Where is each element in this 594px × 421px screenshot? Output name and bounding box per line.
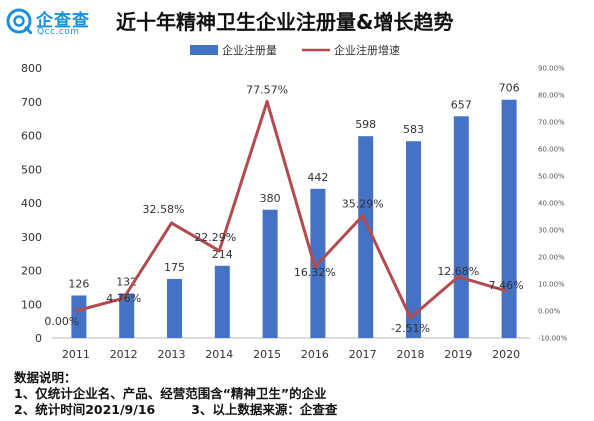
x-tick-label: 2011 (62, 348, 90, 361)
y-left-tick-label: 800 (21, 62, 42, 75)
notes-line-1: 1、仅统计企业名、产品、经营范围含“精神卫生”的企业 (14, 386, 327, 401)
y-right-tick-label: 20.00% (538, 254, 565, 262)
bar-data-label: 657 (451, 98, 472, 111)
y-left-tick-label: 400 (21, 197, 42, 210)
bar-data-label: 175 (164, 261, 185, 274)
x-tick-label: 2015 (253, 348, 281, 361)
growth-point (409, 316, 412, 320)
growth-point (217, 249, 221, 253)
y-right-tick-label: 70.00% (538, 119, 565, 127)
growth-data-label: 7.46% (489, 279, 524, 292)
y-right-tick-label: 50.00% (538, 173, 565, 181)
growth-data-label: 4.76% (106, 292, 141, 305)
brand-mark-icon (6, 8, 32, 34)
y-left-tick-label: 300 (21, 231, 42, 244)
legend-label-line: 企业注册增速 (334, 43, 400, 57)
brand-name: 企查查 (36, 11, 90, 31)
y-right-tick-label: 80.00% (538, 92, 565, 100)
y-left-tick-label: 200 (21, 265, 42, 278)
bar (501, 99, 517, 338)
growth-data-label: 16.32% (294, 266, 336, 279)
notes-heading: 数据说明： (14, 370, 77, 385)
y-right-tick-label: 30.00% (538, 227, 565, 235)
y-left-tick-label: 100 (21, 298, 42, 311)
growth-point (170, 221, 173, 225)
growth-point (74, 309, 78, 313)
growth-point (122, 296, 126, 300)
y-right-tick-label: 10.00% (538, 281, 565, 289)
bar-data-label: 442 (307, 171, 328, 184)
x-tick-label: 2018 (397, 348, 425, 361)
x-tick-label: 2020 (492, 348, 520, 361)
y-right-tick-label: 0.00% (538, 308, 561, 316)
bar (358, 136, 374, 338)
growth-data-label: 32.58% (143, 203, 185, 216)
notes-line-2a: 2、统计时间2021/9/16 (14, 402, 156, 417)
growth-point (313, 265, 317, 269)
growth-point (361, 214, 365, 218)
bar (214, 265, 230, 338)
bar (406, 141, 421, 338)
brand-logo: 企查查 Qcc.com (6, 6, 110, 40)
x-tick-label: 2016 (301, 348, 329, 361)
y-left-tick-label: 700 (21, 96, 42, 109)
growth-data-label: 77.57% (246, 84, 288, 97)
x-tick-label: 2013 (158, 348, 186, 361)
chart: 企业注册量 企业注册增速 0 100 200 300 400 500 600 700 800 -10.… (21, 43, 568, 361)
growth-data-label: 0.00% (44, 315, 79, 328)
y-right-tick-label: 60.00% (538, 146, 565, 154)
growth-data-label: 35.29% (342, 198, 384, 211)
y-left-tick-label: 600 (21, 130, 42, 143)
bar (71, 295, 87, 338)
legend-swatch-bar (190, 45, 218, 55)
notes-line-2: 2、统计时间2021/9/16 3、以上数据来源：企查查 (14, 402, 337, 418)
growth-line (75, 100, 507, 320)
growth-data-label: -2.51% (391, 322, 430, 335)
y-left-tick-label: 0 (35, 332, 42, 345)
bar-data-label: 706 (499, 82, 520, 95)
notes-line-2b: 3、以上数据来源：企查查 (191, 402, 338, 417)
bar (167, 278, 182, 338)
bar (453, 116, 469, 338)
chart-title: 近十年精神卫生企业注册量&增长趋势 (116, 10, 454, 34)
brand-url: Qcc.com (37, 27, 80, 37)
bar (262, 209, 278, 338)
growth-point (265, 100, 269, 104)
x-tick-label: 2012 (110, 348, 138, 361)
y-right-tick-label: 90.00% (538, 65, 565, 73)
growth-data-label: 22.29% (194, 231, 236, 244)
bar-data-label: 598 (355, 118, 376, 131)
bar-data-label: 583 (403, 123, 424, 136)
bar (119, 293, 135, 338)
data-notes: 数据说明： 1、仅统计企业名、产品、经营范围含“精神卫生”的企业 2、统计时间2… (14, 370, 337, 418)
growth-point (456, 275, 460, 279)
y-left-tick-label: 500 (21, 163, 42, 176)
bar-data-label: 380 (260, 192, 281, 205)
bar-data-label: 126 (68, 277, 89, 290)
growth-data-label: 12.68% (437, 265, 479, 278)
x-tick-label: 2019 (444, 348, 472, 361)
x-tick-label: 2014 (205, 348, 233, 361)
x-tick-label: 2017 (349, 348, 377, 361)
legend-label-bar: 企业注册量 (222, 43, 277, 57)
y-right-tick-label: -10.00% (538, 335, 568, 343)
y-right-tick-label: 40.00% (538, 200, 565, 208)
growth-point (504, 289, 508, 293)
